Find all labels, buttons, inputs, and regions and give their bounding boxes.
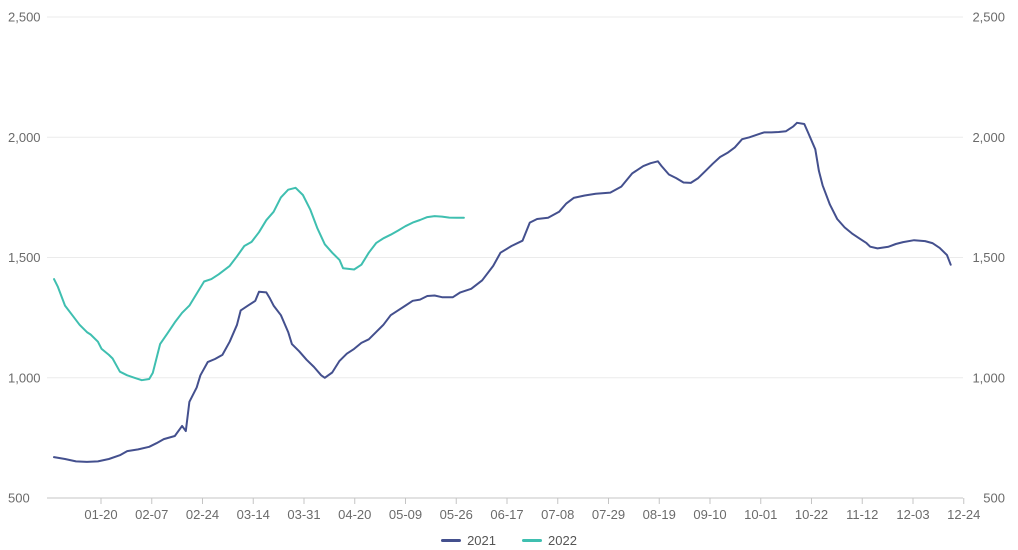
y-tick-left-500: 500 xyxy=(8,491,30,506)
y-axis-left-ticks: 2,500 2,000 1,500 1,000 500 xyxy=(8,10,41,506)
x-tick-04-20: 04-20 xyxy=(338,507,371,522)
legend-item-2021[interactable]: 2021 xyxy=(441,530,496,550)
legend: 2021 2022 xyxy=(0,530,1018,550)
legend-label-2022: 2022 xyxy=(548,532,577,548)
x-tick-07-29: 07-29 xyxy=(592,507,625,522)
y-tick-left-2000: 2,000 xyxy=(8,130,41,145)
x-tick-09-10: 09-10 xyxy=(693,507,726,522)
x-tick-07-08: 07-08 xyxy=(541,507,574,522)
y-tick-right-2500: 2,500 xyxy=(972,10,1005,25)
y-tick-left-2500: 2,500 xyxy=(8,10,41,25)
x-tick-10-22: 10-22 xyxy=(795,507,828,522)
y-tick-left-1000: 1,000 xyxy=(8,370,41,385)
series-lines xyxy=(53,121,952,463)
gridlines xyxy=(47,16,963,379)
x-tick-03-31: 03-31 xyxy=(287,507,320,522)
x-tick-02-07: 02-07 xyxy=(135,507,168,522)
x-tick-11-12: 11-12 xyxy=(846,507,878,522)
x-tick-05-09: 05-09 xyxy=(389,507,422,522)
x-axis-ticks: 01-20 02-07 02-24 03-14 03-31 04-20 05-09 05-26… xyxy=(84,498,980,522)
legend-label-2021: 2021 xyxy=(467,532,496,548)
line-chart: 01-20 02-07 02-24 03-14 03-31 04-20 05-09 05-26… xyxy=(8,10,1005,523)
x-tick-01-20: 01-20 xyxy=(84,507,117,522)
y-tick-right-2000: 2,000 xyxy=(972,130,1005,145)
x-tick-08-19: 08-19 xyxy=(643,507,676,522)
legend-swatch-2021 xyxy=(441,538,462,542)
legend-item-2022[interactable]: 2022 xyxy=(522,530,577,550)
y-tick-right-1500: 1,500 xyxy=(972,250,1005,265)
y-tick-right-1000: 1,000 xyxy=(972,370,1005,385)
x-tick-02-24: 02-24 xyxy=(186,507,219,522)
y-axis-right-ticks: 2,500 2,000 1,500 1,000 500 xyxy=(972,10,1005,506)
y-tick-left-1500: 1,500 xyxy=(8,250,41,265)
x-tick-10-01: 10-01 xyxy=(744,507,777,522)
legend-swatch-2022 xyxy=(522,538,542,542)
series-line-2021 xyxy=(53,121,952,463)
y-tick-right-500: 500 xyxy=(983,491,1005,506)
series-line-2022 xyxy=(53,186,465,382)
x-tick-05-26: 05-26 xyxy=(440,507,473,522)
x-tick-12-03: 12-03 xyxy=(896,507,929,522)
x-tick-06-17: 06-17 xyxy=(490,507,523,522)
x-tick-03-14: 03-14 xyxy=(237,507,270,522)
x-tick-12-24: 12-24 xyxy=(947,507,980,522)
